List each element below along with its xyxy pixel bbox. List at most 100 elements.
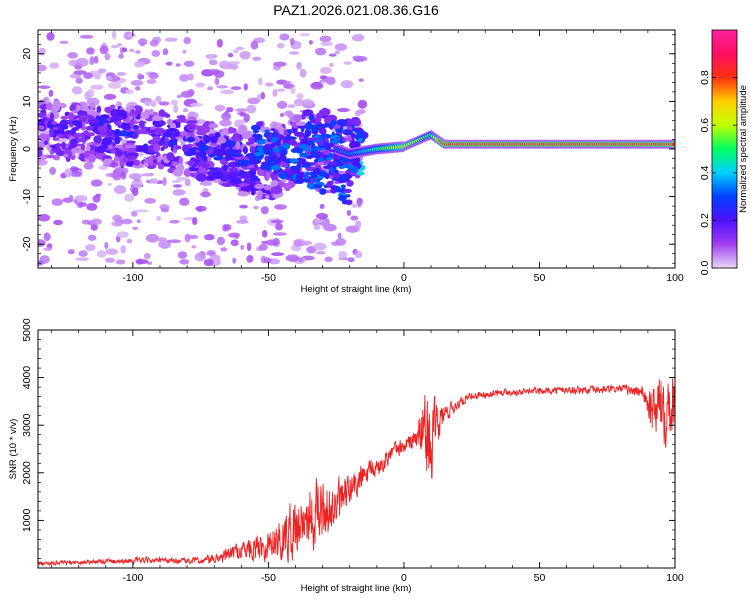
heatmap-cell — [287, 104, 296, 108]
heatmap-cell — [109, 104, 116, 110]
heatmap-cell — [79, 34, 94, 39]
heatmap-cell — [246, 104, 257, 114]
heatmap-cell — [248, 182, 257, 186]
heatmap-cell — [272, 237, 280, 247]
heatmap-cell — [64, 168, 73, 178]
heatmap-cell — [240, 132, 253, 139]
heatmap-cell — [145, 233, 160, 243]
heatmap-cell — [214, 104, 226, 112]
heatmap-cell — [324, 136, 329, 143]
heatmap-cell — [256, 190, 263, 200]
heatmap-cell — [130, 79, 144, 86]
heatmap-cell — [273, 61, 287, 67]
heatmap-cell — [330, 161, 337, 167]
heatmap-cell — [296, 92, 304, 100]
colorbar-tick-label: 0.8 — [699, 70, 711, 85]
heatmap-cell — [38, 112, 48, 118]
heatmap-cell — [186, 136, 196, 143]
heatmap-cell — [207, 167, 218, 171]
heatmap-cell — [133, 61, 145, 68]
heatmap-cell — [313, 224, 321, 231]
heatmap-cell — [216, 38, 223, 48]
heatmap-cell — [301, 98, 314, 107]
heatmap-cell — [235, 46, 245, 51]
heatmap-cell — [53, 99, 59, 107]
heatmap-cells — [38, 30, 675, 267]
heatmap-cell — [51, 121, 58, 125]
heatmap-cell — [178, 131, 189, 136]
heatmap-cell — [47, 143, 52, 152]
heatmap-cell — [185, 123, 196, 131]
heatmap-cell — [264, 82, 274, 87]
heatmap-cell — [87, 118, 99, 124]
heatmap-cell — [302, 178, 311, 183]
heatmap-cell — [298, 144, 309, 150]
heatmap-cell — [355, 55, 368, 62]
heatmap-cell — [250, 124, 261, 131]
heatmap-cell — [218, 60, 230, 69]
heatmap-cell — [223, 224, 232, 231]
snr-frame — [37, 329, 676, 569]
heatmap-cell — [200, 144, 210, 151]
heatmap-cell — [38, 125, 45, 130]
heatmap-cell — [183, 36, 191, 45]
heatmap-cell — [167, 239, 182, 243]
heatmap-cell — [87, 89, 95, 98]
heatmap-cell — [350, 132, 356, 139]
heatmap-cell — [114, 147, 119, 152]
heatmap-cell — [308, 40, 314, 45]
heatmap-cell — [264, 129, 270, 133]
heatmap-cell — [38, 239, 46, 247]
heatmap-cell — [124, 193, 135, 202]
heatmap-cell — [201, 161, 210, 169]
heatmap-cell — [158, 109, 166, 118]
heatmap-cell — [79, 116, 88, 122]
heatmap-cell — [336, 118, 348, 127]
heatmap-cell — [166, 152, 175, 161]
heatmap-cell — [230, 86, 242, 91]
heatmap-cell — [88, 153, 96, 163]
heatmap-cell — [105, 257, 115, 263]
heatmap-cell — [300, 158, 307, 165]
heatmap-cell — [101, 137, 113, 146]
heatmap-cell — [319, 66, 332, 75]
heatmap-cell — [172, 168, 184, 177]
heatmap-cell — [43, 232, 51, 242]
heatmap-cell — [164, 37, 178, 42]
heatmap-cell — [175, 118, 187, 123]
heatmap-cell — [241, 172, 252, 180]
heatmap-cell — [90, 84, 104, 90]
snr-plot-area — [38, 330, 675, 568]
heatmap-cell — [254, 183, 265, 190]
heatmap-cell — [183, 60, 195, 67]
heatmap-cell — [253, 155, 264, 161]
heatmap-cell — [354, 110, 362, 117]
heatmap-cell — [71, 120, 83, 127]
heatmap-cell — [278, 126, 285, 135]
heatmap-cell — [346, 180, 354, 187]
heatmap-cell — [347, 257, 355, 263]
heatmap-cell — [263, 184, 272, 191]
heatmap-cell — [293, 114, 302, 122]
colorbar-tick-label: 0.6 — [699, 118, 711, 133]
snr-series-line — [38, 378, 675, 567]
heatmap-cell — [131, 210, 138, 217]
heatmap-cell — [214, 132, 221, 138]
y-tick-label: -20 — [21, 236, 33, 251]
heatmap-cell — [295, 148, 304, 154]
heatmap-cell — [90, 218, 103, 225]
heatmap-cell — [237, 190, 249, 197]
heatmap-cell — [199, 151, 206, 158]
heatmap-cell — [319, 188, 327, 195]
heatmap-cell — [203, 134, 210, 143]
heatmap-cell — [271, 252, 285, 256]
heatmap-cell — [112, 171, 122, 181]
heatmap-cell — [271, 136, 279, 143]
heatmap-cell — [43, 247, 53, 252]
heatmap-cell — [158, 239, 172, 249]
heatmap-cell — [276, 88, 286, 92]
heatmap-cell — [60, 115, 69, 120]
heatmap-cell — [73, 70, 87, 75]
heatmap-cell — [48, 89, 54, 97]
